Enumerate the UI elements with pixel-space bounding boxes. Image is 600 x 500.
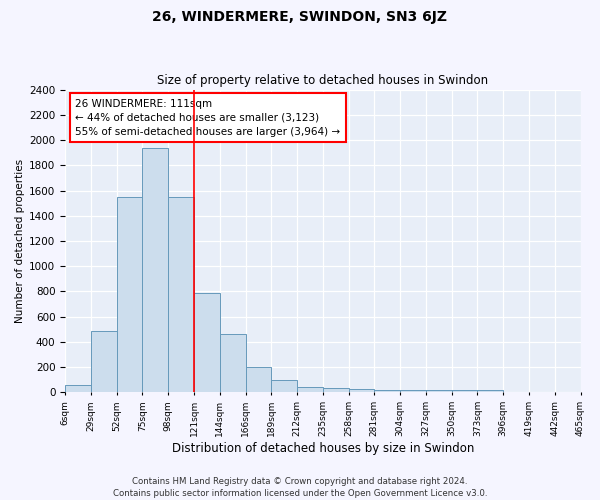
Bar	[323, 388, 349, 392]
Bar	[91, 330, 116, 392]
Bar	[116, 197, 142, 392]
Bar	[245, 367, 271, 392]
Text: 26 WINDERMERE: 111sqm
← 44% of detached houses are smaller (3,123)
55% of semi-d: 26 WINDERMERE: 111sqm ← 44% of detached …	[76, 98, 341, 136]
Bar	[426, 390, 452, 392]
Text: Contains HM Land Registry data © Crown copyright and database right 2024.
Contai: Contains HM Land Registry data © Crown c…	[113, 476, 487, 498]
Bar	[220, 334, 245, 392]
Bar	[271, 380, 297, 392]
Y-axis label: Number of detached properties: Number of detached properties	[15, 159, 25, 323]
Title: Size of property relative to detached houses in Swindon: Size of property relative to detached ho…	[157, 74, 488, 87]
Bar	[452, 390, 478, 392]
Bar	[65, 385, 91, 392]
Bar	[400, 390, 426, 392]
Bar	[194, 292, 220, 392]
Bar	[374, 390, 400, 392]
Bar	[478, 390, 503, 392]
Bar	[142, 148, 168, 392]
X-axis label: Distribution of detached houses by size in Swindon: Distribution of detached houses by size …	[172, 442, 474, 455]
Bar	[297, 388, 323, 392]
Text: 26, WINDERMERE, SWINDON, SN3 6JZ: 26, WINDERMERE, SWINDON, SN3 6JZ	[152, 10, 448, 24]
Bar	[168, 197, 194, 392]
Bar	[349, 390, 374, 392]
